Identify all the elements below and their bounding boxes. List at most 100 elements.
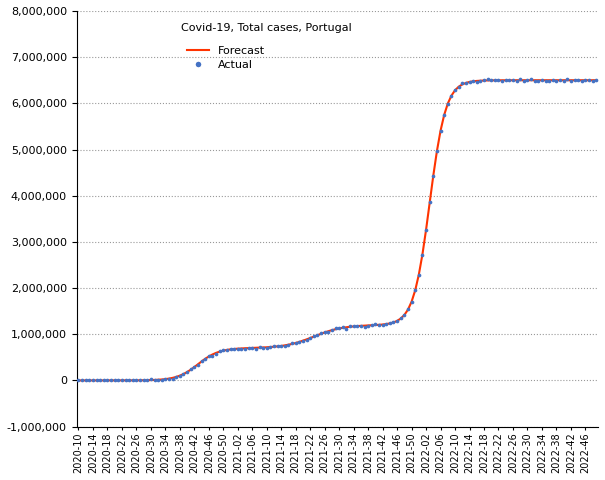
Actual	[291, 339, 301, 347]
Actual	[266, 343, 275, 350]
Actual	[494, 76, 503, 84]
Actual	[342, 325, 352, 333]
Actual	[215, 348, 224, 355]
Actual	[425, 199, 434, 206]
Actual	[515, 76, 525, 84]
Actual	[306, 334, 315, 341]
Actual	[548, 76, 558, 84]
Actual	[189, 363, 199, 371]
Actual	[302, 336, 312, 344]
Actual	[457, 80, 467, 87]
Actual	[233, 346, 243, 353]
Actual	[316, 329, 326, 337]
Actual	[255, 344, 264, 351]
Actual	[410, 287, 420, 294]
Actual	[139, 377, 148, 384]
Actual	[131, 377, 141, 384]
Actual	[454, 83, 463, 90]
Actual	[142, 377, 152, 384]
Actual	[157, 376, 166, 384]
Actual	[125, 377, 134, 384]
Actual	[584, 76, 594, 84]
Actual	[526, 75, 536, 83]
Actual	[505, 76, 514, 84]
Actual	[327, 326, 337, 334]
Actual	[577, 77, 587, 85]
Actual	[211, 350, 221, 358]
Actual	[204, 352, 214, 360]
Actual	[240, 345, 250, 352]
Actual	[135, 376, 145, 384]
Actual	[559, 77, 569, 84]
Actual	[345, 323, 355, 330]
Actual	[403, 305, 413, 313]
Actual	[476, 77, 485, 84]
Actual	[193, 361, 203, 369]
Actual	[483, 75, 492, 83]
Forecast	[151, 377, 158, 383]
Actual	[501, 76, 511, 84]
Actual	[421, 226, 431, 233]
Actual	[363, 322, 373, 329]
Actual	[324, 328, 333, 336]
Actual	[88, 377, 98, 384]
Actual	[175, 372, 185, 380]
Actual	[555, 76, 565, 84]
Actual	[370, 320, 380, 328]
Actual	[110, 377, 120, 384]
Actual	[552, 77, 561, 84]
Actual	[295, 338, 304, 346]
Actual	[164, 375, 174, 383]
Text: Covid-19, Total cases, Portugal: Covid-19, Total cases, Portugal	[181, 24, 352, 34]
Actual	[92, 377, 102, 384]
Actual	[182, 369, 192, 376]
Actual	[465, 78, 474, 85]
Actual	[544, 77, 554, 85]
Actual	[320, 328, 330, 336]
Actual	[443, 100, 453, 108]
Actual	[566, 77, 576, 84]
Actual	[414, 271, 424, 279]
Actual	[392, 317, 402, 325]
Actual	[96, 376, 105, 384]
Actual	[461, 79, 471, 87]
Actual	[436, 128, 445, 135]
Actual	[512, 77, 522, 84]
Actual	[117, 376, 127, 384]
Actual	[200, 356, 210, 363]
Actual	[574, 76, 583, 84]
Forecast	[234, 346, 241, 351]
Forecast	[499, 77, 506, 83]
Actual	[247, 344, 257, 352]
Actual	[160, 375, 170, 383]
Actual	[280, 342, 290, 349]
Actual	[537, 76, 547, 84]
Actual	[508, 76, 518, 84]
Actual	[335, 324, 344, 332]
Actual	[519, 77, 529, 85]
Actual	[472, 78, 482, 86]
Actual	[273, 342, 283, 350]
Actual	[197, 357, 206, 365]
Forecast	[593, 77, 600, 83]
Actual	[222, 346, 232, 354]
Actual	[168, 375, 177, 383]
Actual	[360, 323, 370, 331]
Actual	[103, 377, 113, 384]
Actual	[428, 172, 438, 180]
Actual	[85, 376, 94, 384]
Actual	[331, 324, 341, 332]
Actual	[353, 323, 362, 330]
Actual	[432, 147, 442, 155]
Actual	[128, 377, 137, 384]
Actual	[244, 344, 253, 351]
Actual	[396, 314, 405, 322]
Actual	[218, 347, 228, 354]
Actual	[563, 75, 572, 83]
Line: Forecast: Forecast	[79, 80, 597, 381]
Actual	[468, 78, 478, 85]
Actual	[592, 76, 601, 84]
Actual	[81, 376, 91, 384]
Actual	[534, 77, 543, 84]
Actual	[385, 319, 394, 327]
